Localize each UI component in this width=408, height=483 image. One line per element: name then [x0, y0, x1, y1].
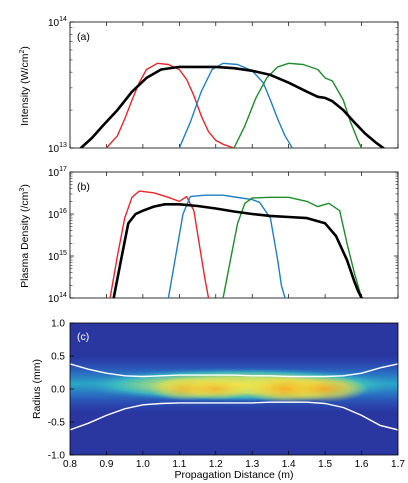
- y-tick-label: 1014: [48, 292, 67, 305]
- series-line-3: [112, 203, 363, 298]
- panel-b-frame: [69, 171, 399, 299]
- panel-b-ticks: 1014 1015 1016 1017: [48, 166, 399, 305]
- x-tick-label: 1.6: [355, 459, 369, 470]
- x-tick-label: 1.0: [136, 459, 150, 470]
- contour-lower: [70, 401, 398, 431]
- heatmap: [70, 323, 398, 455]
- series-line-1: [178, 62, 293, 148]
- y-tick-label: 1015: [48, 250, 67, 263]
- x-tick-label: 1.1: [172, 459, 186, 470]
- panel-c-ylabel: Radius (mm): [31, 359, 43, 419]
- panel-a-ylabel: Intensity (W/cm2): [19, 46, 31, 126]
- panel-c: 0.8 0.9 1.0 1.1 1.2 1.3 1.4 1.5 1.6 1.7 1.0 0.5 0.0 -…: [31, 319, 405, 482]
- panel-a-ticks: 1013 1014: [48, 16, 399, 155]
- y-tick-label: -0.5: [48, 418, 66, 429]
- panel-c-xlabel: Propagation Distance (m): [174, 469, 293, 481]
- panel-a: 1013 1014 (a) Intensity (W/cm2): [19, 16, 399, 155]
- x-tick-label: 0.8: [63, 459, 77, 470]
- x-tick-label: 1.7: [391, 459, 405, 470]
- y-tick-label: -1.0: [48, 451, 66, 462]
- panel-a-tag: (a): [77, 31, 90, 43]
- panel-a-lines: [79, 62, 385, 148]
- y-tick-label: 1017: [48, 166, 67, 179]
- contour-upper: [70, 363, 398, 378]
- y-tick-label: 1013: [48, 142, 67, 155]
- x-tick-label: 1.3: [245, 459, 259, 470]
- series-line-2: [222, 196, 363, 298]
- x-tick-label: 1.5: [318, 459, 332, 470]
- panel-b-tag: (b): [77, 181, 90, 193]
- y-tick-label: 0.0: [51, 385, 65, 396]
- panel-b-lines: [109, 190, 363, 298]
- hot-spot: [179, 378, 252, 400]
- series-line-0: [109, 190, 210, 298]
- panel-b: 1014 1015 1016 1017 (b) Plasma Density (/cm…: [19, 166, 399, 305]
- hot-spot: [282, 376, 368, 402]
- y-tick-label: 1016: [48, 208, 67, 221]
- panel-c-ticks: 0.8 0.9 1.0 1.1 1.2 1.3 1.4 1.5 1.6 1.7 1.0 0.5 0.0 -…: [48, 319, 406, 471]
- y-tick-label: 1014: [48, 16, 67, 29]
- series-line-3: [79, 65, 385, 148]
- heatmap-hot-spots: [149, 375, 368, 403]
- series-line-1: [167, 194, 286, 298]
- panel-a-frame: [69, 21, 399, 149]
- panel-c-tag: (c): [77, 331, 89, 343]
- x-tick-label: 0.9: [99, 459, 113, 470]
- x-tick-label: 1.2: [209, 459, 223, 470]
- panel-b-ylabel: Plasma Density (/cm3): [19, 184, 31, 288]
- y-tick-label: 0.5: [51, 352, 65, 363]
- x-tick-label: 1.4: [282, 459, 296, 470]
- y-tick-label: 1.0: [51, 319, 65, 330]
- heatmap-contours: [70, 363, 398, 431]
